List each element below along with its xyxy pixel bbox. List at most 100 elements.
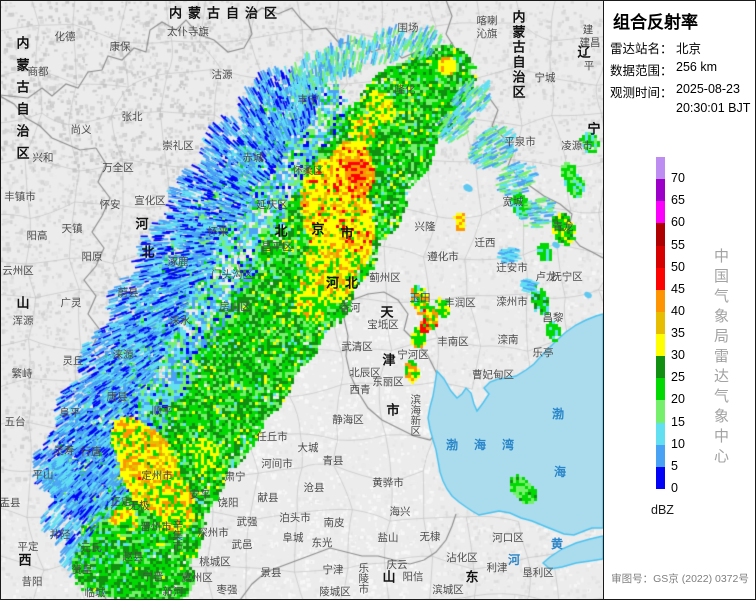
range-value: 256 km <box>676 60 717 74</box>
map-approval-number: 审图号：GS京 (2022) 0372号 <box>611 573 749 585</box>
map-label: 辽 <box>577 44 591 60</box>
map-label: 西 <box>18 552 32 568</box>
map-label: 市 <box>340 225 354 241</box>
map-label: 沁旗 <box>476 27 498 40</box>
map-label: 黄 <box>550 537 564 551</box>
map-label: 迁安市 <box>496 261 528 274</box>
map-label: 大城 <box>297 441 319 454</box>
map-label: 京 <box>311 221 325 237</box>
map-label: 丰宁 <box>297 93 319 106</box>
map-label: 阳信 <box>402 570 424 583</box>
map-label: 肃宁 <box>224 470 246 483</box>
map-label: 沾化区 <box>446 551 478 564</box>
map-label: 宽城 <box>502 195 524 208</box>
legend-value: 25 <box>671 370 685 385</box>
radar-map-canvas <box>0 0 603 600</box>
map-label: 北辰区 <box>349 366 381 379</box>
map-label: 兴和 <box>32 151 54 164</box>
map-label: 献县 <box>257 491 279 504</box>
map-label: 平山 <box>32 468 54 481</box>
map-label: 宣化区 <box>134 194 166 207</box>
map-label: 河间市 <box>261 457 293 470</box>
map-label: 广灵 <box>60 296 82 309</box>
info-panel: 组合反射率 雷达站名： 北京 数据范围： 256 km 观测时间： 2025-0… <box>603 0 756 600</box>
range-label: 数据范围： <box>610 64 673 78</box>
map-label: 阳原 <box>81 250 103 263</box>
legend-swatch <box>656 356 665 379</box>
map-label: 涞水 <box>169 314 191 327</box>
legend-value: 60 <box>671 215 685 230</box>
map-label: 抚宁区 <box>551 270 583 283</box>
map-label: 云州区 <box>2 264 34 277</box>
map-label: 安平 <box>189 488 211 501</box>
map-label: 滨城区 <box>432 583 464 596</box>
map-label: 遵化市 <box>427 250 459 263</box>
legend-swatch <box>656 289 665 313</box>
map-label: 渤海湾 <box>445 438 531 452</box>
map-label: 太仆寺旗 <box>167 25 209 38</box>
map-label: 建昌 <box>579 36 601 49</box>
map-label: 海兴 <box>389 505 411 518</box>
map-label: 南皮 <box>323 516 345 529</box>
radar-map: 内蒙古自治区 内蒙古自治区 内蒙古自治区山西河北河北北京市天津市辽宁山东渤海湾渤海黄… <box>0 0 603 600</box>
map-label: 河 <box>507 553 521 567</box>
map-label: 乐陵市 <box>357 562 370 594</box>
map-label: 卢龙 <box>535 270 557 283</box>
legend-swatch <box>656 400 665 424</box>
legend-swatch <box>656 179 665 202</box>
map-label: 平泉市 <box>504 135 536 148</box>
map-label: 丰润区 <box>444 296 476 309</box>
map-label: 阜平 <box>59 406 81 419</box>
map-label: 市 <box>386 402 400 418</box>
map-label: 曹妃甸区 <box>472 368 514 381</box>
map-label: 滦州市 <box>496 295 528 308</box>
map-label: 商都 <box>27 65 49 78</box>
legend-value: 70 <box>671 171 685 186</box>
map-label: 北 <box>274 223 288 239</box>
map-label: 盂县 <box>0 496 21 509</box>
legend-value: 30 <box>671 348 685 363</box>
map-label: 怀安 <box>99 198 121 211</box>
legend-swatch <box>656 201 665 224</box>
map-label: 海 <box>553 465 567 479</box>
map-label: 内蒙古自治区 <box>510 10 526 100</box>
map-label: 东光 <box>311 536 333 549</box>
map-label: 枣强 <box>216 583 238 596</box>
map-label: 赵县 <box>122 550 144 563</box>
legend-swatch <box>656 444 665 468</box>
map-label: 深州市 <box>197 526 229 539</box>
map-label: 垦利区 <box>522 566 554 579</box>
legend-swatch <box>656 157 665 180</box>
map-label: 赤城 <box>242 151 264 164</box>
legend-value: 40 <box>671 303 685 318</box>
map-label: 唐县 <box>106 390 128 403</box>
map-label: 山 <box>382 569 396 585</box>
map-label: 延庆区 <box>256 198 288 211</box>
map-label: 五台 <box>4 415 26 428</box>
map-label: 河北 <box>325 275 365 291</box>
map-label: 任丘市 <box>256 430 288 443</box>
map-label: 宁 <box>587 121 601 137</box>
map-label: 宁晋 <box>142 570 164 583</box>
map-label: 涿鹿 <box>167 255 189 268</box>
legend-value: 5 <box>671 458 678 473</box>
map-label: 浑源 <box>12 314 34 327</box>
map-label: 武邑 <box>231 538 253 551</box>
map-label: 灵寿 <box>53 444 75 457</box>
agency-watermark: 中国气象局雷达气象中心 <box>712 248 729 468</box>
legend-value: 50 <box>671 259 685 274</box>
map-label: 滦南 <box>497 333 519 346</box>
map-label: 宁津 <box>322 563 344 576</box>
legend-swatch <box>656 267 665 291</box>
station-value: 北京 <box>676 42 702 56</box>
map-label: 万全区 <box>102 161 134 174</box>
legend-swatch <box>656 334 665 357</box>
map-label: 围场 <box>397 21 419 34</box>
map-label: 西青 <box>349 383 371 396</box>
map-label: 利津 <box>486 561 508 574</box>
legend-swatch <box>656 223 665 246</box>
map-label: 静海区 <box>332 413 364 426</box>
map-label: 桃城区 <box>199 555 231 568</box>
map-label: 新河 <box>162 585 184 598</box>
